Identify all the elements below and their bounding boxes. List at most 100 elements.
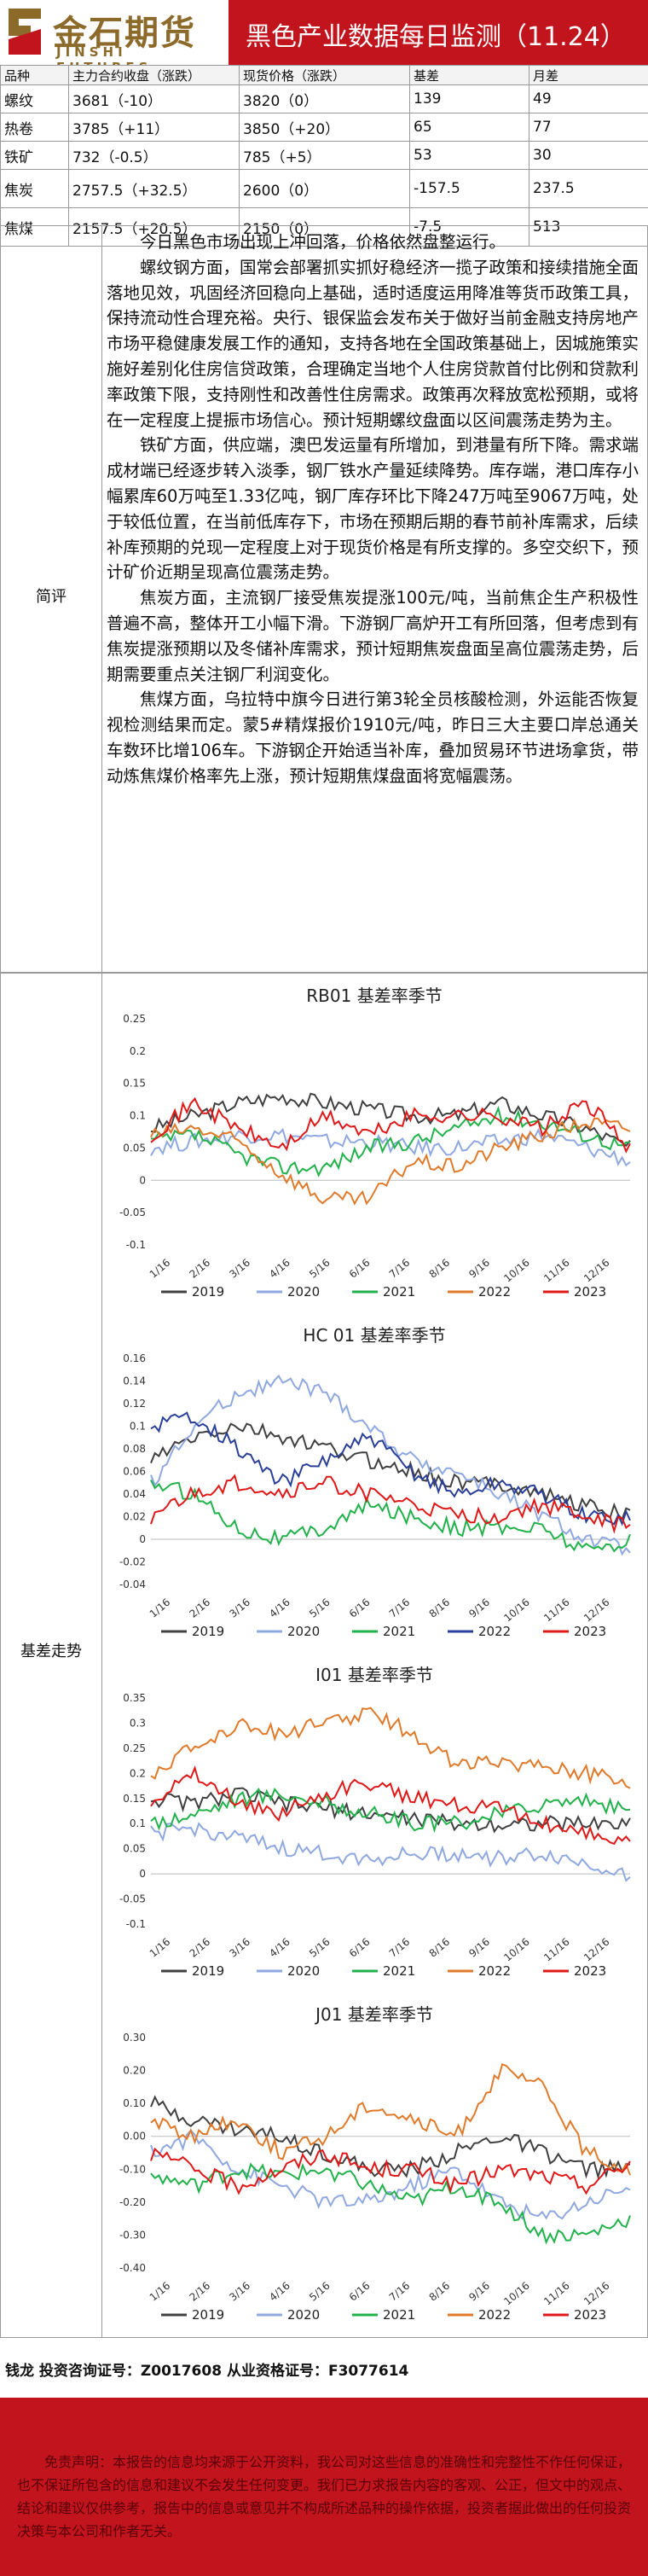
y-tick-label: 0.20 (123, 2065, 146, 2077)
y-tick-label: 0.15 (123, 1078, 146, 1090)
chart-title: HC 01 基差率季节 (303, 1325, 445, 1346)
y-tick-label: 0.00 (123, 2131, 146, 2143)
x-tick-label: 9/16 (466, 1936, 492, 1960)
x-tick-label: 9/16 (466, 2280, 492, 2304)
x-tick-label: 2/16 (188, 2280, 213, 2304)
table-row: 焦煤 2157.5（+20.5） 2150（0） -7.5 513 (0, 207, 648, 247)
y-tick-label: 0.05 (123, 1142, 146, 1154)
x-tick-label: 6/16 (347, 1257, 373, 1281)
legend-label: 2023 (574, 2307, 606, 2323)
chart-i01: I01 基差率季节 0.35 0.3 0.25 0.2 0.15 0.1 0.05 0 -0.05… (119, 1665, 631, 1979)
chart-j01: J01 基差率季节 0.30 0.20 0.10 0.00 -0.10 -0.20 -0.30… (119, 2004, 631, 2323)
series-line-2022 (150, 1707, 631, 1789)
x-tick-label: 3/16 (227, 1936, 252, 1960)
legend-label: 2021 (383, 1963, 415, 1979)
table-row: 热卷 3785（+11） 3850（+20） 65 77 (0, 113, 648, 142)
y-tick-label: 0.30 (123, 2032, 146, 2044)
cell-basis: 139 (409, 84, 529, 113)
y-tick-label: 0.14 (123, 1375, 146, 1387)
x-tick-label: 1/16 (148, 2280, 173, 2304)
series-line-2023 (150, 1765, 631, 1846)
cell-futures-close: 2157.5（+20.5） (68, 207, 240, 247)
x-tick-label: 4/16 (267, 2280, 292, 2304)
legend-label: 2019 (192, 1284, 224, 1300)
series-line-2019 (150, 1092, 631, 1148)
x-tick-label: 5/16 (307, 1596, 333, 1620)
chart-rb01: RB01 基差率季节 0.25 0.2 0.15 0.1 0.05 0 -0.05 -0.11/… (119, 986, 631, 1300)
x-tick-label: 6/16 (347, 2280, 373, 2304)
cell-spot-price: 3820（0） (239, 84, 410, 113)
cell-spot-price: 785（+5） (239, 141, 410, 170)
x-tick-label: 10/16 (501, 1257, 531, 1285)
cell-variety: 螺纹 (0, 84, 69, 113)
cell-spread: 30 (529, 141, 648, 170)
y-tick-label: 0.3 (130, 1717, 146, 1729)
cell-basis: 65 (409, 113, 529, 142)
cell-basis: -157.5 (409, 169, 529, 208)
y-tick-label: 0.10 (123, 2097, 146, 2109)
x-tick-label: 5/16 (307, 1257, 333, 1281)
cell-variety: 铁矿 (0, 141, 69, 170)
legend-label: 2023 (574, 1284, 606, 1300)
cell-basis: -7.5 (409, 207, 529, 247)
series-line-2023 (150, 2147, 631, 2195)
analyst-license: 钱龙 投资咨询证号：Z0017608 从业资格证号：F3077614 (5, 2363, 409, 2380)
series-line-2019 (150, 1422, 631, 1521)
y-tick-label: 0.08 (123, 1443, 146, 1455)
x-tick-label: 7/16 (387, 1257, 413, 1281)
cell-variety: 热卷 (0, 113, 69, 142)
legend-label: 2019 (192, 1624, 224, 1639)
cell-spread: 49 (529, 84, 648, 113)
legend-label: 2019 (192, 1963, 224, 1979)
y-tick-label: -0.05 (119, 1893, 146, 1905)
price-table: 品种 主力合约收盘（涨跌） 现货价格（涨跌） 基差 月差 螺纹 3681（-10… (0, 65, 648, 247)
legend-label: 2023 (574, 1963, 606, 1979)
series-line-2022 (150, 2062, 631, 2176)
x-tick-label: 12/16 (581, 1936, 611, 1964)
series-line-2023 (150, 1474, 631, 1534)
y-tick-label: 0.2 (130, 1767, 146, 1779)
x-tick-label: 10/16 (501, 2280, 531, 2308)
series-line-2023 (150, 1096, 631, 1154)
x-tick-label: 2/16 (188, 1936, 213, 1960)
y-tick-label: -0.04 (119, 1579, 146, 1590)
cell-spot-price: 2600（0） (239, 169, 410, 208)
legend-label: 2020 (287, 1284, 320, 1300)
x-tick-label: 12/16 (581, 1596, 611, 1625)
x-tick-label: 3/16 (227, 2280, 252, 2304)
y-tick-label: 0.12 (123, 1398, 146, 1410)
x-tick-label: 4/16 (267, 1596, 292, 1620)
y-tick-label: -0.20 (119, 2196, 146, 2208)
x-tick-label: 10/16 (501, 1936, 531, 1964)
cell-futures-close: 3681（-10） (68, 84, 240, 113)
legend-label: 2023 (574, 1624, 606, 1639)
x-tick-label: 6/16 (347, 1596, 373, 1620)
x-tick-label: 12/16 (581, 1257, 611, 1285)
basis-section-label: 基差走势 (20, 1643, 82, 1660)
disclaimer-box: 免责声明：本报告的信息均来源于公开资料，我公司对这些信息的准确性和完整性不作任何… (0, 2398, 648, 2576)
x-tick-label: 1/16 (148, 1936, 173, 1960)
x-tick-label: 4/16 (267, 1257, 292, 1281)
x-tick-label: 3/16 (227, 1257, 252, 1281)
commentary-paragraph: 今日黑色市场出现上冲回落，价格依然盘整运行。 (140, 232, 506, 252)
legend-label: 2022 (478, 1624, 511, 1639)
disclaimer-text: 免责声明：本报告的信息均来源于公开资料，我公司对这些信息的准确性和完整性不作任何… (17, 2454, 632, 2539)
y-tick-label: 0.16 (123, 1352, 146, 1364)
x-tick-label: 4/16 (267, 1936, 292, 1960)
analyst-credentials: 钱龙 投资咨询证号：Z0017608 从业资格证号：F3077614 (0, 2338, 648, 2398)
series-line-2021 (150, 1105, 631, 1178)
y-tick-label: 0.2 (130, 1045, 146, 1057)
commentary-paragraph: 焦煤方面，乌拉特中旗今日进行第3轮全员核酸检测，外运能否恢复视检测结果而定。蒙5… (107, 689, 639, 786)
cell-spot-price: 3850（+20） (239, 113, 410, 142)
y-tick-label: -0.1 (126, 1918, 146, 1930)
x-tick-label: 8/16 (427, 2280, 453, 2304)
x-tick-label: 2/16 (188, 1257, 213, 1281)
legend-label: 2020 (287, 2307, 320, 2323)
cell-spot-price: 2150（0） (239, 207, 410, 247)
y-tick-label: -0.10 (119, 2163, 146, 2175)
series-line-2021 (150, 1787, 631, 1834)
y-tick-label: 0.1 (130, 1110, 146, 1122)
legend-label: 2022 (478, 1963, 511, 1979)
y-tick-label: 0.25 (123, 1013, 146, 1025)
cell-spread: 513 (529, 207, 648, 247)
